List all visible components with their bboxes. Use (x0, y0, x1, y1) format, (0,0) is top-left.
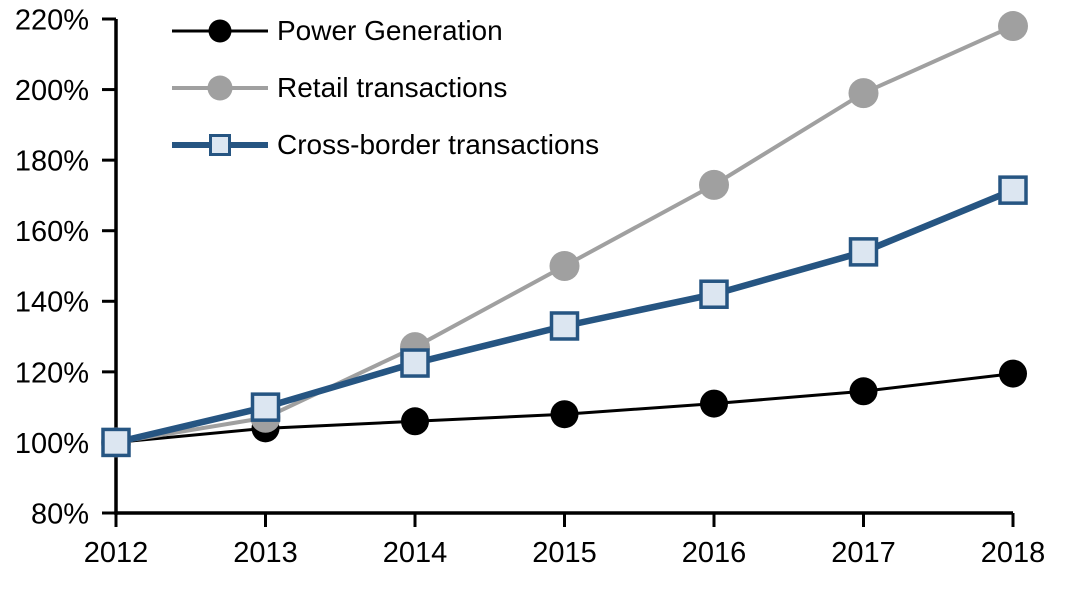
series-marker-retail-transactions (998, 11, 1028, 42)
series-marker-power-generation (849, 377, 878, 406)
y-axis-tick-label: 120% (15, 357, 89, 389)
legend-item-cross-border-transactions: Cross-border transactions (172, 127, 599, 163)
series-marker-retail-transactions (699, 169, 729, 200)
series-marker-cross-border-transactions (549, 311, 580, 341)
legend-label-power-generation: Power Generation (277, 15, 503, 46)
x-axis-tick-label: 2013 (233, 537, 298, 569)
legend-label-retail-transactions: Retail transactions (277, 72, 508, 103)
series-marker-cross-border-transactions (400, 348, 430, 378)
x-axis-tick-label: 2014 (383, 537, 448, 569)
series-marker-power-generation (550, 400, 579, 429)
series-marker-cross-border-transactions (699, 279, 729, 309)
x-axis-tick-label: 2017 (831, 537, 896, 569)
legend-marker-cross-border-transactions-icon (172, 127, 268, 163)
series-marker-cross-border-transactions (848, 237, 879, 267)
y-axis-tick-label: 80% (31, 498, 89, 530)
series-marker-cross-border-transactions (998, 175, 1028, 205)
chart-legend: Power Generation Retail transactions Cro… (172, 13, 599, 184)
y-axis-tick-label: 140% (15, 287, 89, 319)
legend-item-retail-transactions: Retail transactions (172, 70, 599, 106)
legend-item-power-generation: Power Generation (172, 13, 599, 49)
series-marker-power-generation (401, 407, 429, 436)
y-axis-tick-label: 100% (15, 428, 89, 460)
x-axis-tick-label: 2012 (84, 537, 149, 569)
x-axis-tick-label: 2015 (532, 537, 597, 569)
series-marker-cross-border-transactions (101, 427, 131, 458)
legend-square-marker (209, 134, 231, 156)
series-marker-retail-transactions (549, 251, 580, 281)
legend-marker-power-generation-icon (172, 13, 268, 49)
legend-circle-marker (207, 75, 233, 101)
series-marker-retail-transactions (848, 78, 879, 109)
y-axis-tick-label: 220% (15, 4, 89, 36)
legend-label-cross-border-transactions: Cross-border transactions (277, 129, 600, 160)
legend-marker-retail-transactions-icon (172, 70, 268, 106)
y-axis-tick-label: 160% (15, 216, 89, 248)
series-marker-power-generation (700, 389, 728, 418)
x-axis-tick-label: 2016 (682, 537, 747, 569)
legend-circle-marker (208, 19, 232, 43)
series-marker-power-generation (999, 359, 1027, 388)
y-axis-tick-label: 200% (15, 75, 89, 107)
x-axis-tick-label: 2018 (981, 537, 1046, 569)
series-marker-cross-border-transactions (250, 392, 281, 422)
y-axis-tick-label: 180% (15, 146, 89, 178)
